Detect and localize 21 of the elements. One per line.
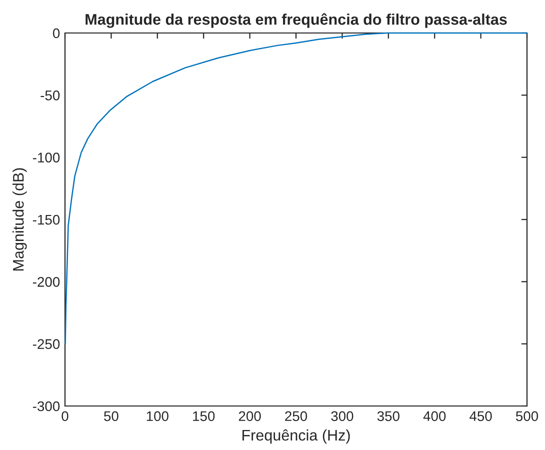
y-tick-label: -300 (32, 401, 60, 412)
y-tick-label: -100 (32, 152, 60, 163)
y-tick-label: -50 (40, 90, 60, 100)
y-tick-label: -150 (32, 214, 60, 225)
x-tick-label: 250 (285, 411, 308, 422)
x-tick-label: 350 (377, 411, 400, 422)
y-tick-label: 0 (52, 28, 60, 38)
x-tick-label: 400 (423, 411, 446, 422)
x-tick-label: 450 (470, 411, 492, 422)
x-tick-label: 150 (193, 411, 215, 422)
x-tick-label: 300 (331, 411, 354, 422)
x-tick-label: 50 (104, 411, 118, 422)
chart-title: Magnitude da resposta em frequência do filtro passa-altas (86, 13, 507, 28)
x-axis-title: Frequência (Hz) (242, 429, 350, 444)
x-tick-label: 500 (516, 411, 538, 422)
y-axis-title: Magnitude (dB) (12, 168, 27, 270)
x-tick-label: 100 (146, 411, 168, 422)
x-tick-label: 0 (62, 411, 68, 422)
y-tick-label: -250 (32, 339, 60, 350)
y-tick-label: -200 (32, 277, 60, 287)
x-tick-label: 200 (238, 411, 261, 422)
